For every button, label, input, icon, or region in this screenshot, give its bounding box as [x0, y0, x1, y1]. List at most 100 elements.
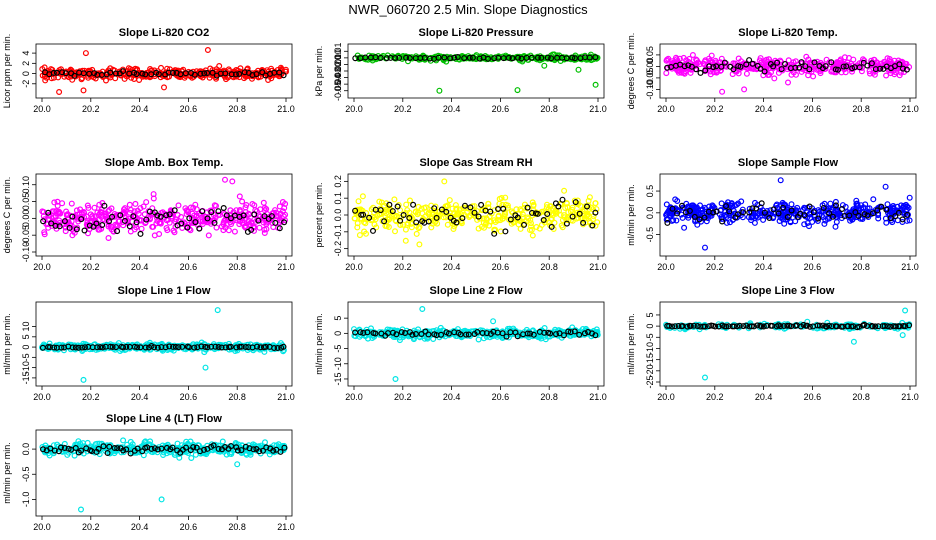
- chart-4-highlight-point: [370, 227, 377, 234]
- chart-3-highlight-point: [78, 216, 85, 223]
- chart-6-highlight-point: [58, 344, 65, 351]
- chart-4-point: [527, 220, 534, 227]
- chart-7-highlight-point: [552, 331, 559, 338]
- chart-3-point: [261, 230, 268, 237]
- chart-4-highlight-point: [352, 207, 359, 214]
- chart-0-highlight-point: [50, 69, 57, 76]
- chart-3-point: [108, 205, 115, 212]
- chart-3-point: [188, 214, 195, 221]
- chart-3-point: [83, 213, 90, 220]
- chart-8-highlight-point: [701, 323, 708, 330]
- chart-4-ylabel: percent per min.: [314, 182, 324, 247]
- chart-3-point: [59, 200, 66, 207]
- chart-5-point: [809, 218, 816, 225]
- chart-5-point: [663, 212, 670, 219]
- chart-4-highlight-point: [563, 220, 570, 227]
- chart-1-highlight-point: [548, 55, 555, 62]
- chart-3-highlight-point: [166, 211, 173, 218]
- chart-4-point: [415, 209, 422, 216]
- chart-6-ytick-label: 0: [21, 345, 31, 350]
- chart-4-point: [543, 204, 550, 211]
- chart-0-outlier-point: [82, 50, 89, 57]
- chart-2-outlier-point: [741, 86, 748, 93]
- chart-5-point: [889, 203, 896, 210]
- chart-9-highlight-point: [190, 444, 197, 451]
- chart-4-point: [547, 222, 554, 229]
- chart-8-outlier-point: [899, 332, 906, 339]
- chart-9-highlight-point: [270, 447, 277, 454]
- chart-1-title: Slope Li-820 Pressure: [419, 27, 534, 39]
- chart-5-point: [751, 219, 758, 226]
- chart-6-highlight-point: [134, 344, 141, 351]
- chart-7-point: [416, 334, 423, 341]
- chart-1-outlier-point: [436, 87, 443, 94]
- chart-9-point: [142, 438, 149, 445]
- chart-9-xtick-label: 20.0: [33, 522, 51, 532]
- chart-3-point: [251, 202, 258, 209]
- chart-4-highlight-point: [502, 228, 509, 235]
- chart-3-point: [229, 218, 236, 225]
- chart-1-outlier-point: [541, 62, 548, 69]
- chart-0-ytick-label: -2: [21, 80, 31, 88]
- chart-8-highlight-point: [760, 323, 767, 330]
- chart-4-point: [385, 224, 392, 231]
- chart-9-highlight-point: [61, 445, 68, 452]
- chart-9-highlight-point: [169, 444, 176, 451]
- chart-3-highlight-point: [45, 209, 52, 216]
- chart-4-ytick-label: 0.2: [333, 175, 343, 188]
- chart-5-highlight-point: [826, 210, 833, 217]
- chart-4-xtick-label: 20.4: [443, 262, 461, 272]
- chart-4-point: [481, 224, 488, 231]
- chart-7-highlight-point: [565, 328, 572, 335]
- chart-5-point: [785, 208, 792, 215]
- chart-2-highlight-point: [899, 65, 906, 72]
- chart-9-highlight-point: [281, 444, 288, 451]
- chart-9-highlight-point: [238, 447, 245, 454]
- chart-5-point: [738, 198, 745, 205]
- chart-5-highlight-point: [686, 207, 693, 214]
- chart-9-outlier-point: [77, 506, 84, 513]
- chart-7-ytick-label: -15: [333, 372, 343, 385]
- chart-0-highlight-point: [201, 70, 208, 77]
- chart-3-highlight-point: [93, 220, 100, 227]
- chart-1-ytick-label: -0.02: [333, 61, 343, 82]
- chart-4-point: [586, 194, 593, 201]
- chart-4-xtick-label: 20.8: [540, 262, 558, 272]
- chart-7-point: [415, 326, 422, 333]
- chart-0-highlight-point: [253, 71, 260, 78]
- chart-9-highlight-point: [163, 444, 170, 451]
- chart-6-xtick-label: 20.8: [228, 392, 246, 402]
- chart-2-point: [775, 65, 782, 72]
- chart-4-point: [527, 223, 534, 230]
- chart-4-point: [400, 221, 407, 228]
- chart-4-highlight-point: [592, 209, 599, 216]
- chart-5-highlight-point: [696, 216, 703, 223]
- chart-7-highlight-point: [524, 330, 531, 337]
- chart-4-point: [513, 206, 520, 213]
- chart-2-highlight-point: [664, 64, 671, 71]
- chart-5-point: [853, 202, 860, 209]
- chart-2-xtick-label: 20.0: [657, 104, 675, 114]
- chart-1-highlight-point: [505, 54, 512, 61]
- chart-3-highlight-point: [101, 202, 108, 209]
- chart-8-ytick-label: -25: [645, 375, 655, 388]
- chart-3-highlight-point: [272, 219, 279, 226]
- chart-2-point: [686, 55, 693, 62]
- chart-6-highlight-point: [212, 343, 219, 350]
- chart-1-highlight-point: [454, 53, 461, 60]
- chart-7-ylabel: ml/min per min.: [314, 313, 324, 375]
- chart-1-highlight-point: [491, 55, 498, 62]
- chart-8-highlight-point: [715, 323, 722, 330]
- chart-2-highlight-point: [697, 69, 704, 76]
- chart-5-point: [906, 194, 913, 201]
- chart-8-points: [663, 307, 913, 381]
- chart-7-xtick-label: 20.8: [540, 392, 558, 402]
- chart-2-highlight-point: [761, 68, 768, 75]
- chart-4-point: [549, 212, 556, 219]
- chart-1-highlight-point: [377, 54, 384, 61]
- chart-9-highlight-point: [111, 445, 118, 452]
- chart-4-highlight-point: [381, 218, 388, 225]
- chart-9-point: [267, 448, 274, 455]
- chart-4-point: [407, 197, 414, 204]
- chart-2-point: [883, 60, 890, 67]
